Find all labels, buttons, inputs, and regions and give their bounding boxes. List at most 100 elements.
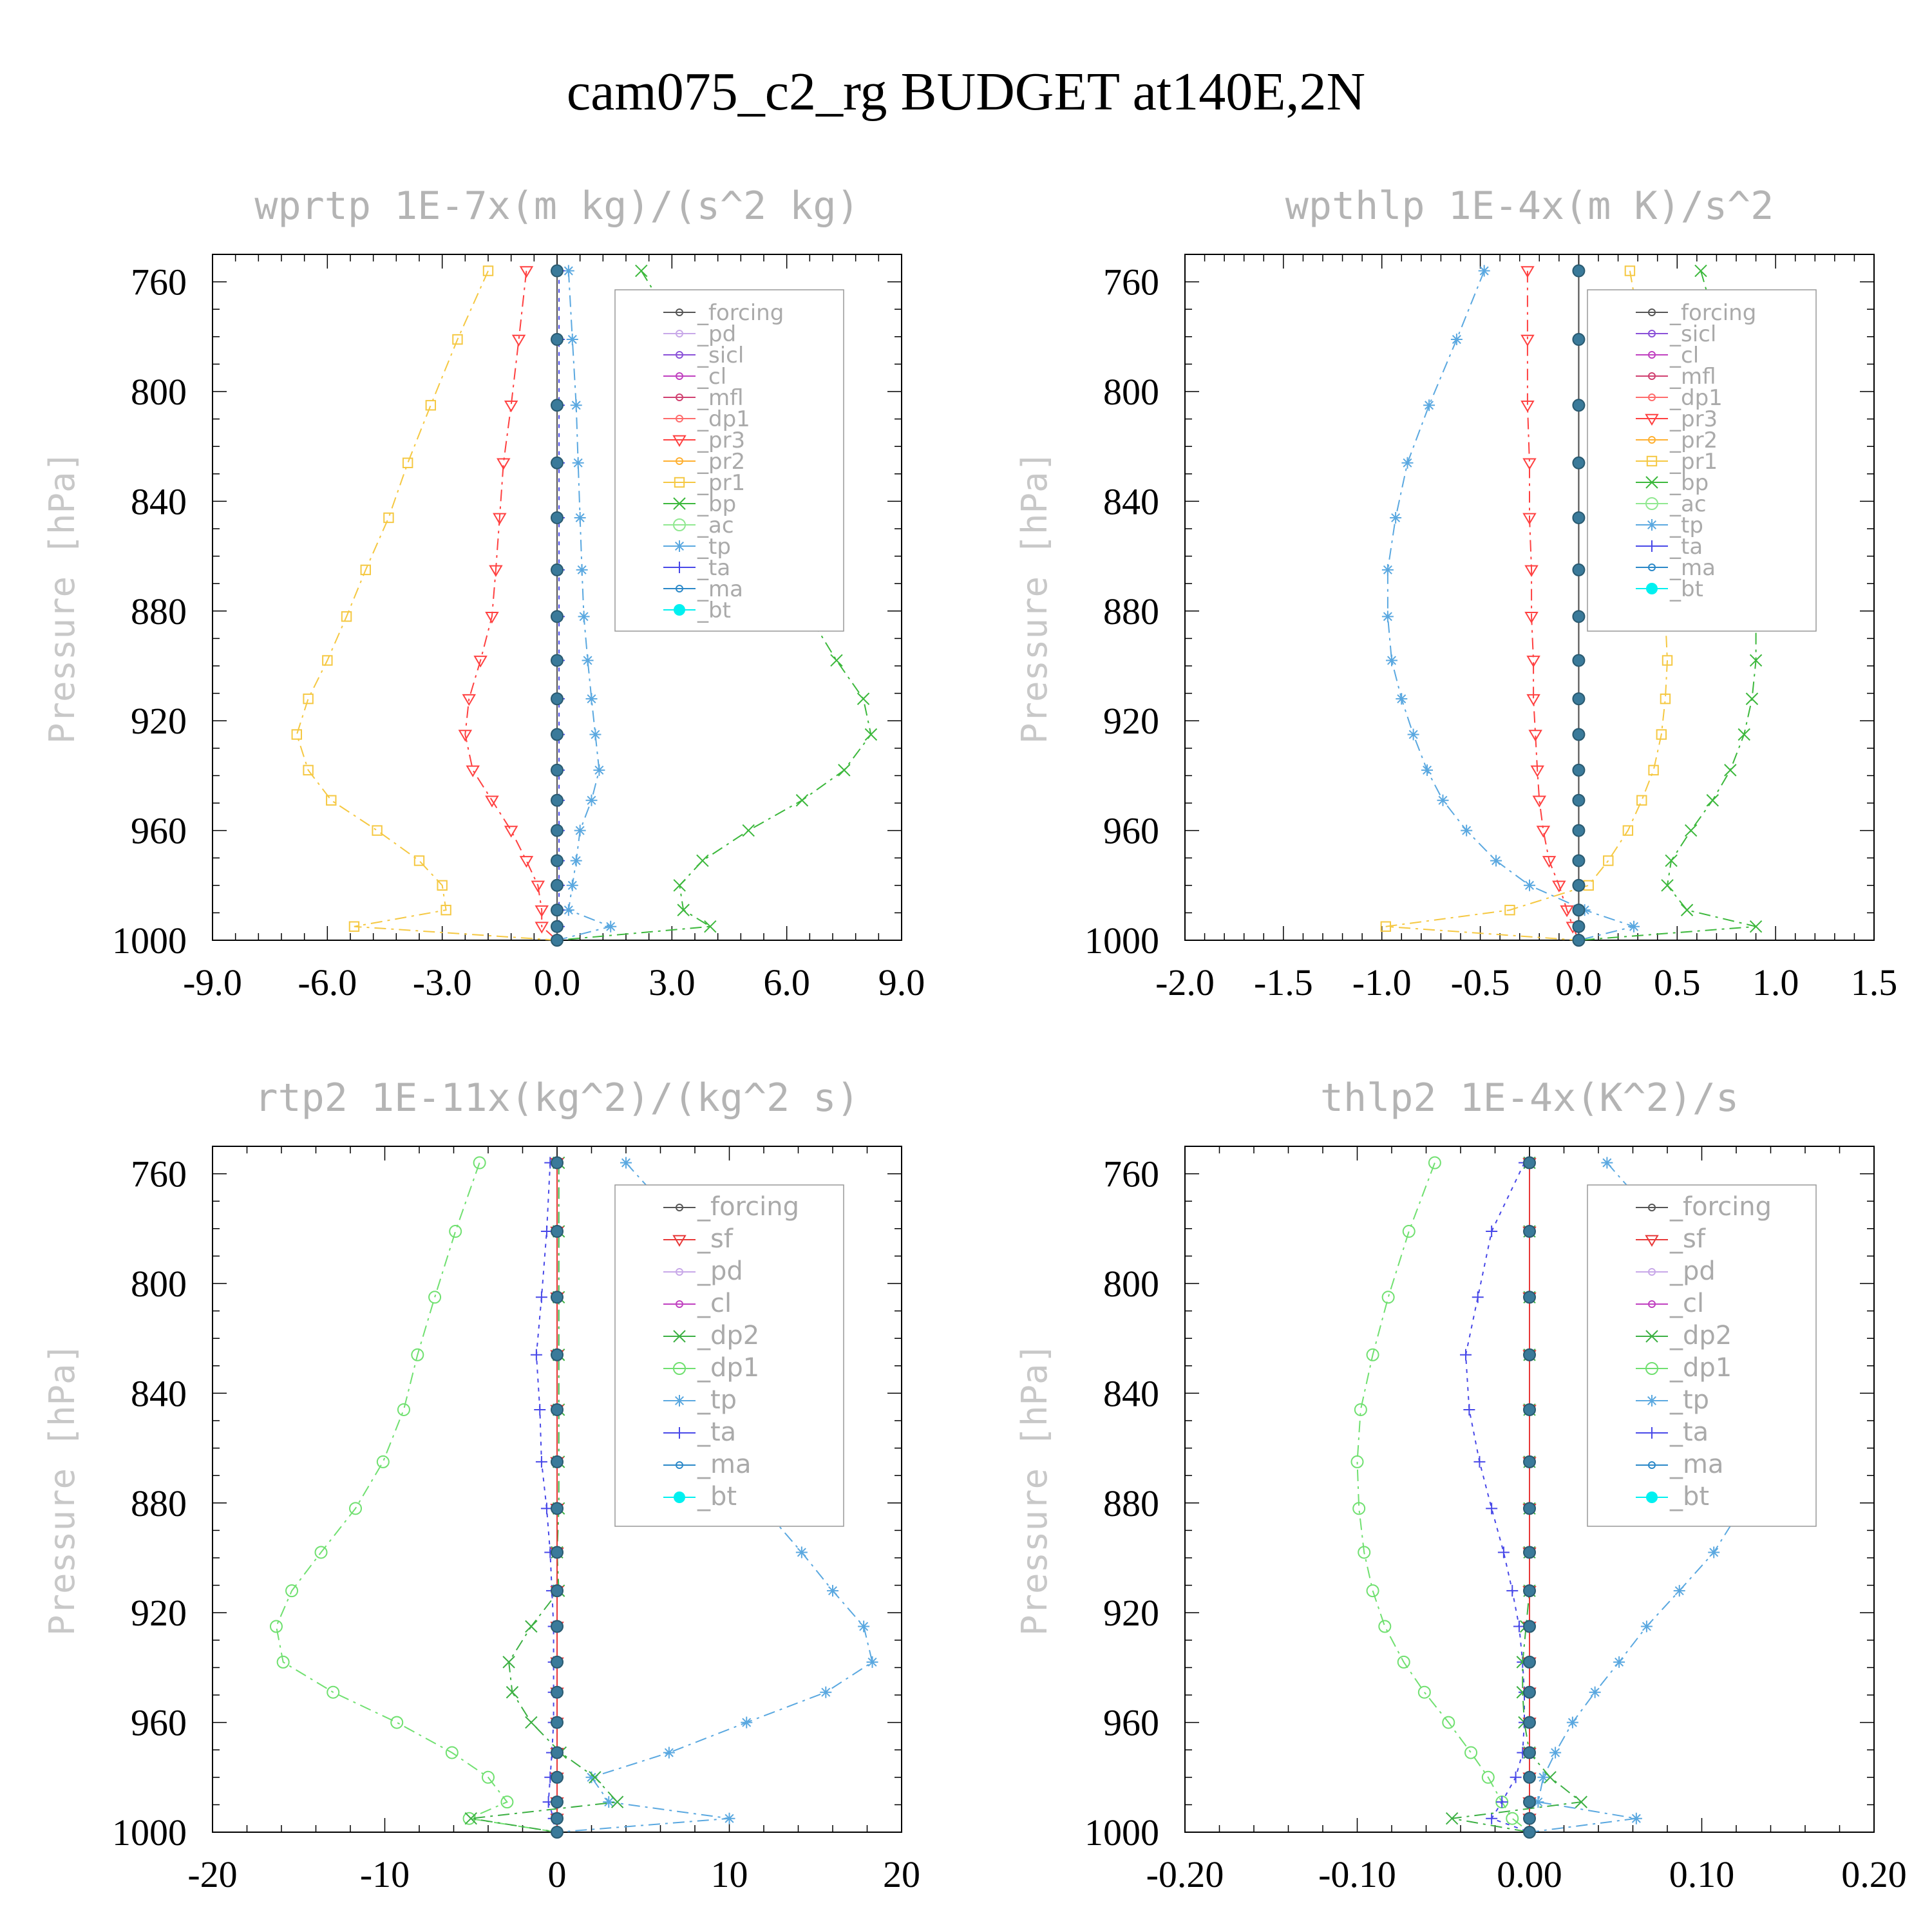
- series-point: [1445, 1812, 1459, 1825]
- series-point: [1673, 1585, 1685, 1597]
- series-point: [1506, 1812, 1519, 1825]
- legend-marker: [1646, 519, 1658, 531]
- series-point: [1402, 1225, 1416, 1238]
- series-point: [1524, 612, 1539, 624]
- bt-point: [551, 264, 564, 278]
- x-tick-label: -1.5: [1254, 961, 1313, 1003]
- series-point: [1749, 920, 1763, 933]
- bt-point: [1523, 1225, 1536, 1238]
- series-line: [1464, 1162, 1530, 1833]
- bt-point: [551, 1655, 564, 1669]
- series-line: [296, 270, 558, 941]
- legend-label: _ta: [697, 1417, 736, 1447]
- y-tick-label: 960: [1103, 810, 1159, 852]
- legend-label: _pr2: [697, 449, 745, 475]
- bt-point: [551, 1812, 564, 1825]
- series-point: [504, 826, 518, 838]
- bt-point: [551, 904, 564, 917]
- bt-point: [1523, 1770, 1536, 1784]
- bt-point: [1523, 1812, 1536, 1825]
- series-point: [413, 855, 425, 866]
- bt-point: [1572, 763, 1586, 777]
- series-point: [1566, 1716, 1578, 1728]
- bt-point: [551, 1795, 564, 1809]
- legend-marker: [676, 308, 683, 316]
- legend-label: _cl: [697, 1289, 732, 1318]
- bt-point: [1572, 934, 1586, 947]
- series-line: [556, 1162, 873, 1833]
- series-point: [838, 764, 851, 777]
- series-point: [1660, 693, 1671, 705]
- series-point: [585, 794, 598, 806]
- bt-point: [1523, 1795, 1536, 1809]
- legend-label: _sicl: [1669, 321, 1716, 347]
- bt-point: [1572, 878, 1586, 892]
- series-point: [576, 564, 588, 576]
- series-point: [348, 921, 360, 932]
- series-point: [535, 1455, 547, 1468]
- series-point: [349, 1502, 363, 1515]
- series-point: [314, 1546, 328, 1559]
- series-point: [1450, 334, 1463, 346]
- bt-point: [551, 333, 564, 346]
- series-point: [570, 855, 582, 867]
- legend-marker: [1648, 372, 1656, 380]
- legend-marker: [676, 1300, 683, 1308]
- series-point: [464, 1812, 477, 1825]
- legend-marker: [673, 1362, 686, 1375]
- series-point: [795, 1546, 808, 1558]
- series-point: [1665, 854, 1678, 867]
- series-pr1: [291, 265, 558, 941]
- series-point: [866, 1656, 878, 1668]
- series-point: [795, 794, 809, 807]
- series-point: [704, 920, 717, 933]
- series-point: [530, 1349, 542, 1361]
- series-point: [1386, 654, 1397, 667]
- series-point: [504, 401, 518, 413]
- series-point: [525, 1716, 538, 1729]
- bt-point: [1523, 1716, 1536, 1729]
- legend: _forcing_sf_pd _cl _dp2 _dp1_tp_ta _ma _bt: [614, 1184, 844, 1527]
- legend-label: _pd: [697, 321, 736, 347]
- y-tick-label: 800: [131, 371, 187, 413]
- legend-label: _tp: [1669, 1385, 1709, 1415]
- bt-point: [551, 399, 564, 412]
- series-point: [864, 728, 878, 741]
- series-point: [303, 693, 314, 705]
- series-dp1b: [1350, 1156, 1530, 1833]
- series-pr3: [458, 266, 558, 941]
- series-point: [376, 1455, 390, 1468]
- legend-marker: [1645, 476, 1658, 489]
- bt-point: [1523, 1348, 1536, 1361]
- series-point: [585, 1771, 598, 1783]
- legend-label: _pd: [697, 1256, 743, 1286]
- bt-point: [551, 1620, 564, 1633]
- series-point: [1473, 1455, 1486, 1468]
- legend-label: _ac: [1669, 491, 1707, 517]
- legend-label: _pr1: [1669, 449, 1718, 475]
- legend-marker: [673, 518, 686, 531]
- legend-marker: [1648, 330, 1656, 337]
- series-point: [830, 654, 843, 667]
- series-bt: [551, 264, 564, 947]
- legend-marker: [1646, 540, 1658, 552]
- bt-point: [1523, 1156, 1536, 1170]
- legend: _forcing_pd_sicl_cl_mfl_dp1_pr3_pr2_pr1_…: [614, 289, 844, 632]
- series-point: [582, 654, 594, 667]
- y-tick-label: 880: [131, 591, 187, 632]
- y-tick-label: 880: [1103, 591, 1159, 632]
- y-axis-label: Pressure [hPa]: [1014, 1343, 1055, 1636]
- legend-box: [1587, 1184, 1817, 1527]
- legend-marker: [674, 477, 685, 488]
- series-point: [1423, 399, 1435, 412]
- series-point: [397, 1403, 410, 1416]
- x-tick-label: 0.20: [1841, 1853, 1907, 1895]
- bt-point: [551, 854, 564, 867]
- series-point: [1628, 920, 1640, 933]
- series-point: [1520, 334, 1535, 347]
- x-tick-label: 20: [883, 1853, 920, 1895]
- series-point: [1510, 1771, 1522, 1783]
- bt-point: [1523, 1620, 1536, 1633]
- series-point: [1603, 855, 1614, 866]
- legend-label: _dp1: [697, 1353, 759, 1383]
